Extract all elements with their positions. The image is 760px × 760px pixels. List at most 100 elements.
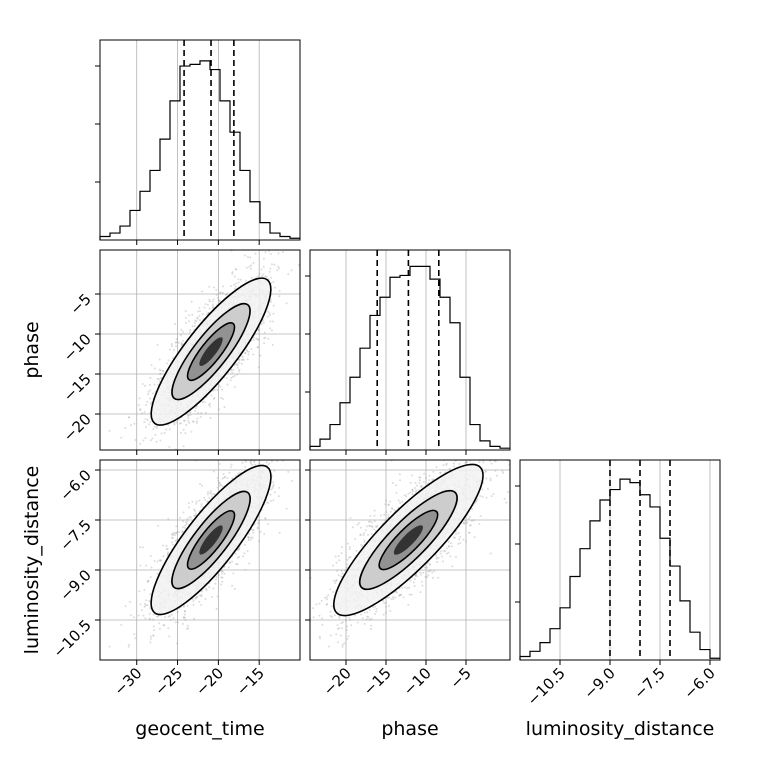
scatter-point <box>206 493 209 496</box>
scatter-point <box>257 522 260 525</box>
panel-frame <box>309 249 511 451</box>
scatter-point <box>278 295 281 298</box>
scatter-point <box>156 615 159 618</box>
scatter-point <box>176 621 179 624</box>
scatter-point <box>158 627 161 630</box>
scatter-point <box>262 321 265 324</box>
scatter-point <box>149 389 152 392</box>
scatter-point <box>129 614 132 617</box>
scatter-point <box>159 559 162 562</box>
scatter-point <box>446 455 448 457</box>
scatter-point <box>466 521 469 524</box>
scatter-point <box>164 616 167 619</box>
scatter-point <box>244 568 247 571</box>
scatter-point <box>182 616 185 619</box>
scatter-point <box>194 407 197 410</box>
scatter-point <box>251 536 254 539</box>
scatter-point <box>210 394 213 397</box>
scatter-point <box>459 535 462 538</box>
scatter-point <box>188 320 191 323</box>
scatter-point <box>215 607 218 610</box>
scatter-point <box>140 609 143 612</box>
scatter-point <box>149 397 152 400</box>
scatter-point <box>129 485 131 487</box>
scatter-point <box>181 530 184 533</box>
scatter-point <box>270 276 273 279</box>
scatter-point <box>205 587 208 590</box>
scatter-point <box>210 495 213 498</box>
scatter-point <box>229 379 232 382</box>
scatter-point <box>249 256 252 259</box>
scatter-point <box>269 493 272 496</box>
scatter-point <box>233 275 236 278</box>
scatter-point <box>139 408 142 411</box>
scatter-point <box>399 594 402 597</box>
scatter-point <box>152 428 155 431</box>
scatter-point <box>285 507 288 510</box>
scatter-point <box>235 268 238 271</box>
scatter-point <box>226 383 229 386</box>
scatter-points <box>108 243 300 487</box>
scatter-point <box>269 320 272 323</box>
scatter-point <box>422 480 425 483</box>
x-tick-label: −25 <box>151 664 186 699</box>
scatter-point <box>194 596 197 599</box>
scatter-point <box>208 285 211 288</box>
scatter-point <box>278 486 281 489</box>
scatter-point <box>264 517 267 520</box>
x-tick-label: −30 <box>110 664 145 699</box>
scatter-point <box>198 306 201 309</box>
scatter-point <box>201 313 204 316</box>
scatter-point <box>212 398 215 401</box>
scatter-point <box>153 559 156 562</box>
scatter-point <box>128 416 131 419</box>
scatter-point <box>238 471 241 474</box>
scatter-point <box>270 329 273 332</box>
scatter-point <box>170 345 173 348</box>
scatter-point <box>210 492 213 495</box>
scatter-point <box>171 541 174 544</box>
scatter-point <box>129 600 132 603</box>
scatter-point <box>173 531 176 534</box>
scatter-point <box>246 549 249 552</box>
histogram-geocent_time <box>99 60 300 240</box>
scatter-point <box>178 422 181 425</box>
scatter-point <box>278 531 281 534</box>
scatter-point <box>363 622 366 625</box>
scatter-point <box>161 369 164 372</box>
scatter-point <box>149 377 152 380</box>
scatter-point <box>265 243 267 245</box>
scatter-point <box>265 501 268 504</box>
scatter-point <box>457 532 460 535</box>
scatter-point <box>152 625 155 628</box>
scatter-point <box>395 590 398 593</box>
scatter-point <box>260 268 263 271</box>
scatter-point <box>144 384 147 387</box>
scatter-point <box>267 310 270 313</box>
scatter-point <box>201 484 204 487</box>
scatter-point <box>186 517 189 520</box>
scatter-point <box>272 499 275 502</box>
scatter-point <box>243 552 246 555</box>
scatter-point <box>208 586 211 589</box>
scatter-point <box>156 427 159 430</box>
scatter-point <box>192 603 195 606</box>
scatter-point <box>375 610 378 613</box>
scatter-point <box>183 613 186 616</box>
scatter-point <box>233 287 236 290</box>
scatter-point <box>272 481 275 484</box>
scatter-point <box>257 540 260 543</box>
scatter-point <box>216 486 219 489</box>
scatter-point <box>229 561 232 564</box>
scatter-point <box>194 512 197 515</box>
scatter-point <box>387 513 390 516</box>
scatter-point <box>382 599 385 602</box>
scatter-point <box>157 378 160 381</box>
scatter-point <box>395 491 398 494</box>
scatter-point <box>203 401 206 404</box>
scatter-point <box>257 338 260 341</box>
scatter-point <box>188 331 191 334</box>
scatter-point <box>201 400 204 403</box>
scatter-point <box>238 547 241 550</box>
scatter-point <box>165 544 168 547</box>
